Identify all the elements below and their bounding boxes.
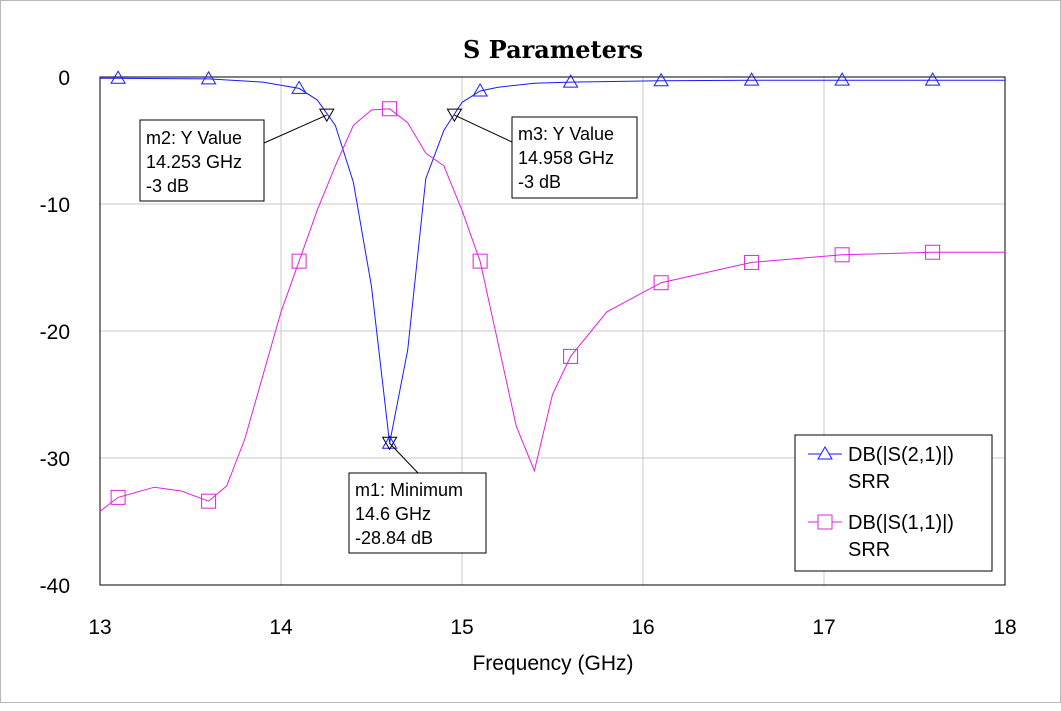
x-tick-label: 18	[993, 616, 1016, 639]
marker-m2-line2: 14.253 GHz	[146, 152, 242, 172]
y-tick-label: 0	[58, 67, 70, 90]
x-tick-label: 14	[269, 616, 293, 639]
data-point-triangle	[472, 82, 488, 97]
marker-m3-line1: m3: Y Value	[518, 124, 614, 144]
data-point-triangle	[924, 72, 941, 86]
marker-label-m1: m1: Minimum 14.6 GHz -28.84 dB	[348, 442, 487, 554]
plot-area	[99, 76, 1006, 586]
marker-symbol-m3	[446, 108, 463, 123]
marker-layer	[318, 108, 463, 451]
marker-m1-line3: -28.84 dB	[355, 528, 433, 548]
legend-s11-name: DB(|S(1,1)|)	[848, 512, 954, 534]
chart-title: S Parameters	[463, 35, 643, 64]
series-line-s11	[99, 108, 1005, 512]
y-axis-ticks: 0 -10 -20 -30 -40	[40, 67, 70, 598]
marker-m2-line3: -3 dB	[146, 176, 189, 196]
legend-triangle-marker-icon	[817, 446, 833, 460]
data-point-triangle	[381, 435, 398, 449]
marker-box-m3	[511, 116, 638, 199]
series-layer	[99, 70, 1005, 512]
marker-m1-line1: m1: Minimum	[355, 480, 463, 500]
legend-s21-name: DB(|S(2,1)|)	[848, 444, 954, 466]
marker-leader-m3	[454, 114, 513, 143]
marker-m1-line2: 14.6 GHz	[355, 504, 431, 524]
data-point-triangle	[200, 70, 217, 85]
marker-symbol-m1	[381, 436, 398, 451]
y-tick-label: -20	[40, 321, 70, 344]
legend-square-marker-icon	[817, 514, 833, 530]
data-point-triangle	[110, 70, 126, 84]
data-point-square	[291, 253, 307, 269]
x-axis-label: Frequency (GHz)	[472, 652, 633, 675]
marker-symbol-m2	[318, 108, 335, 123]
x-tick-label: 15	[450, 616, 473, 639]
x-tick-label: 13	[88, 616, 111, 639]
data-point-triangle	[653, 72, 669, 87]
marker-m3-line2: 14.958 GHz	[518, 148, 614, 168]
marker-label-m3: m3: Y Value 14.958 GHz -3 dB	[454, 114, 638, 199]
data-point-square	[653, 275, 669, 291]
marker-m3-line3: -3 dB	[518, 172, 561, 192]
legend-s11-sub: SRR	[848, 539, 890, 561]
data-point-triangle	[291, 80, 307, 94]
marker-label-m2: m2: Y Value 14.253 GHz -3 dB	[139, 114, 327, 202]
data-point-square	[110, 489, 126, 505]
data-point-triangle	[743, 72, 760, 86]
legend-entry-s11: DB(|S(1,1)|) SRR	[808, 512, 954, 561]
data-point-square	[382, 101, 398, 117]
x-tick-label: 17	[812, 616, 835, 639]
x-tick-label: 16	[631, 616, 654, 639]
data-point-triangle	[562, 74, 579, 88]
legend: DB(|S(2,1)|) SRR DB(|S(1,1)|) SRR	[794, 434, 993, 572]
y-tick-label: -40	[40, 575, 70, 598]
marker-m2-line1: m2: Y Value	[146, 128, 242, 148]
data-point-square	[925, 244, 941, 260]
x-axis-ticks: 13 14 15 16 17 18	[88, 616, 1016, 639]
data-point-square	[744, 254, 760, 270]
marker-leader-m2	[263, 114, 327, 144]
marker-box-m2	[139, 119, 265, 202]
legend-entry-s21: DB(|S(2,1)|) SRR	[808, 444, 954, 493]
legend-s21-sub: SRR	[848, 471, 890, 493]
data-point-square	[563, 348, 579, 364]
data-point-square	[834, 247, 850, 263]
y-tick-label: -30	[40, 448, 70, 471]
series-line-s21	[100, 77, 1005, 444]
marker-leader-m1	[389, 442, 419, 474]
data-point-square	[201, 493, 217, 509]
data-point-square	[472, 253, 488, 269]
y-tick-label: -10	[40, 194, 70, 217]
data-point-triangle	[834, 72, 850, 86]
marker-box-m1	[348, 472, 487, 554]
